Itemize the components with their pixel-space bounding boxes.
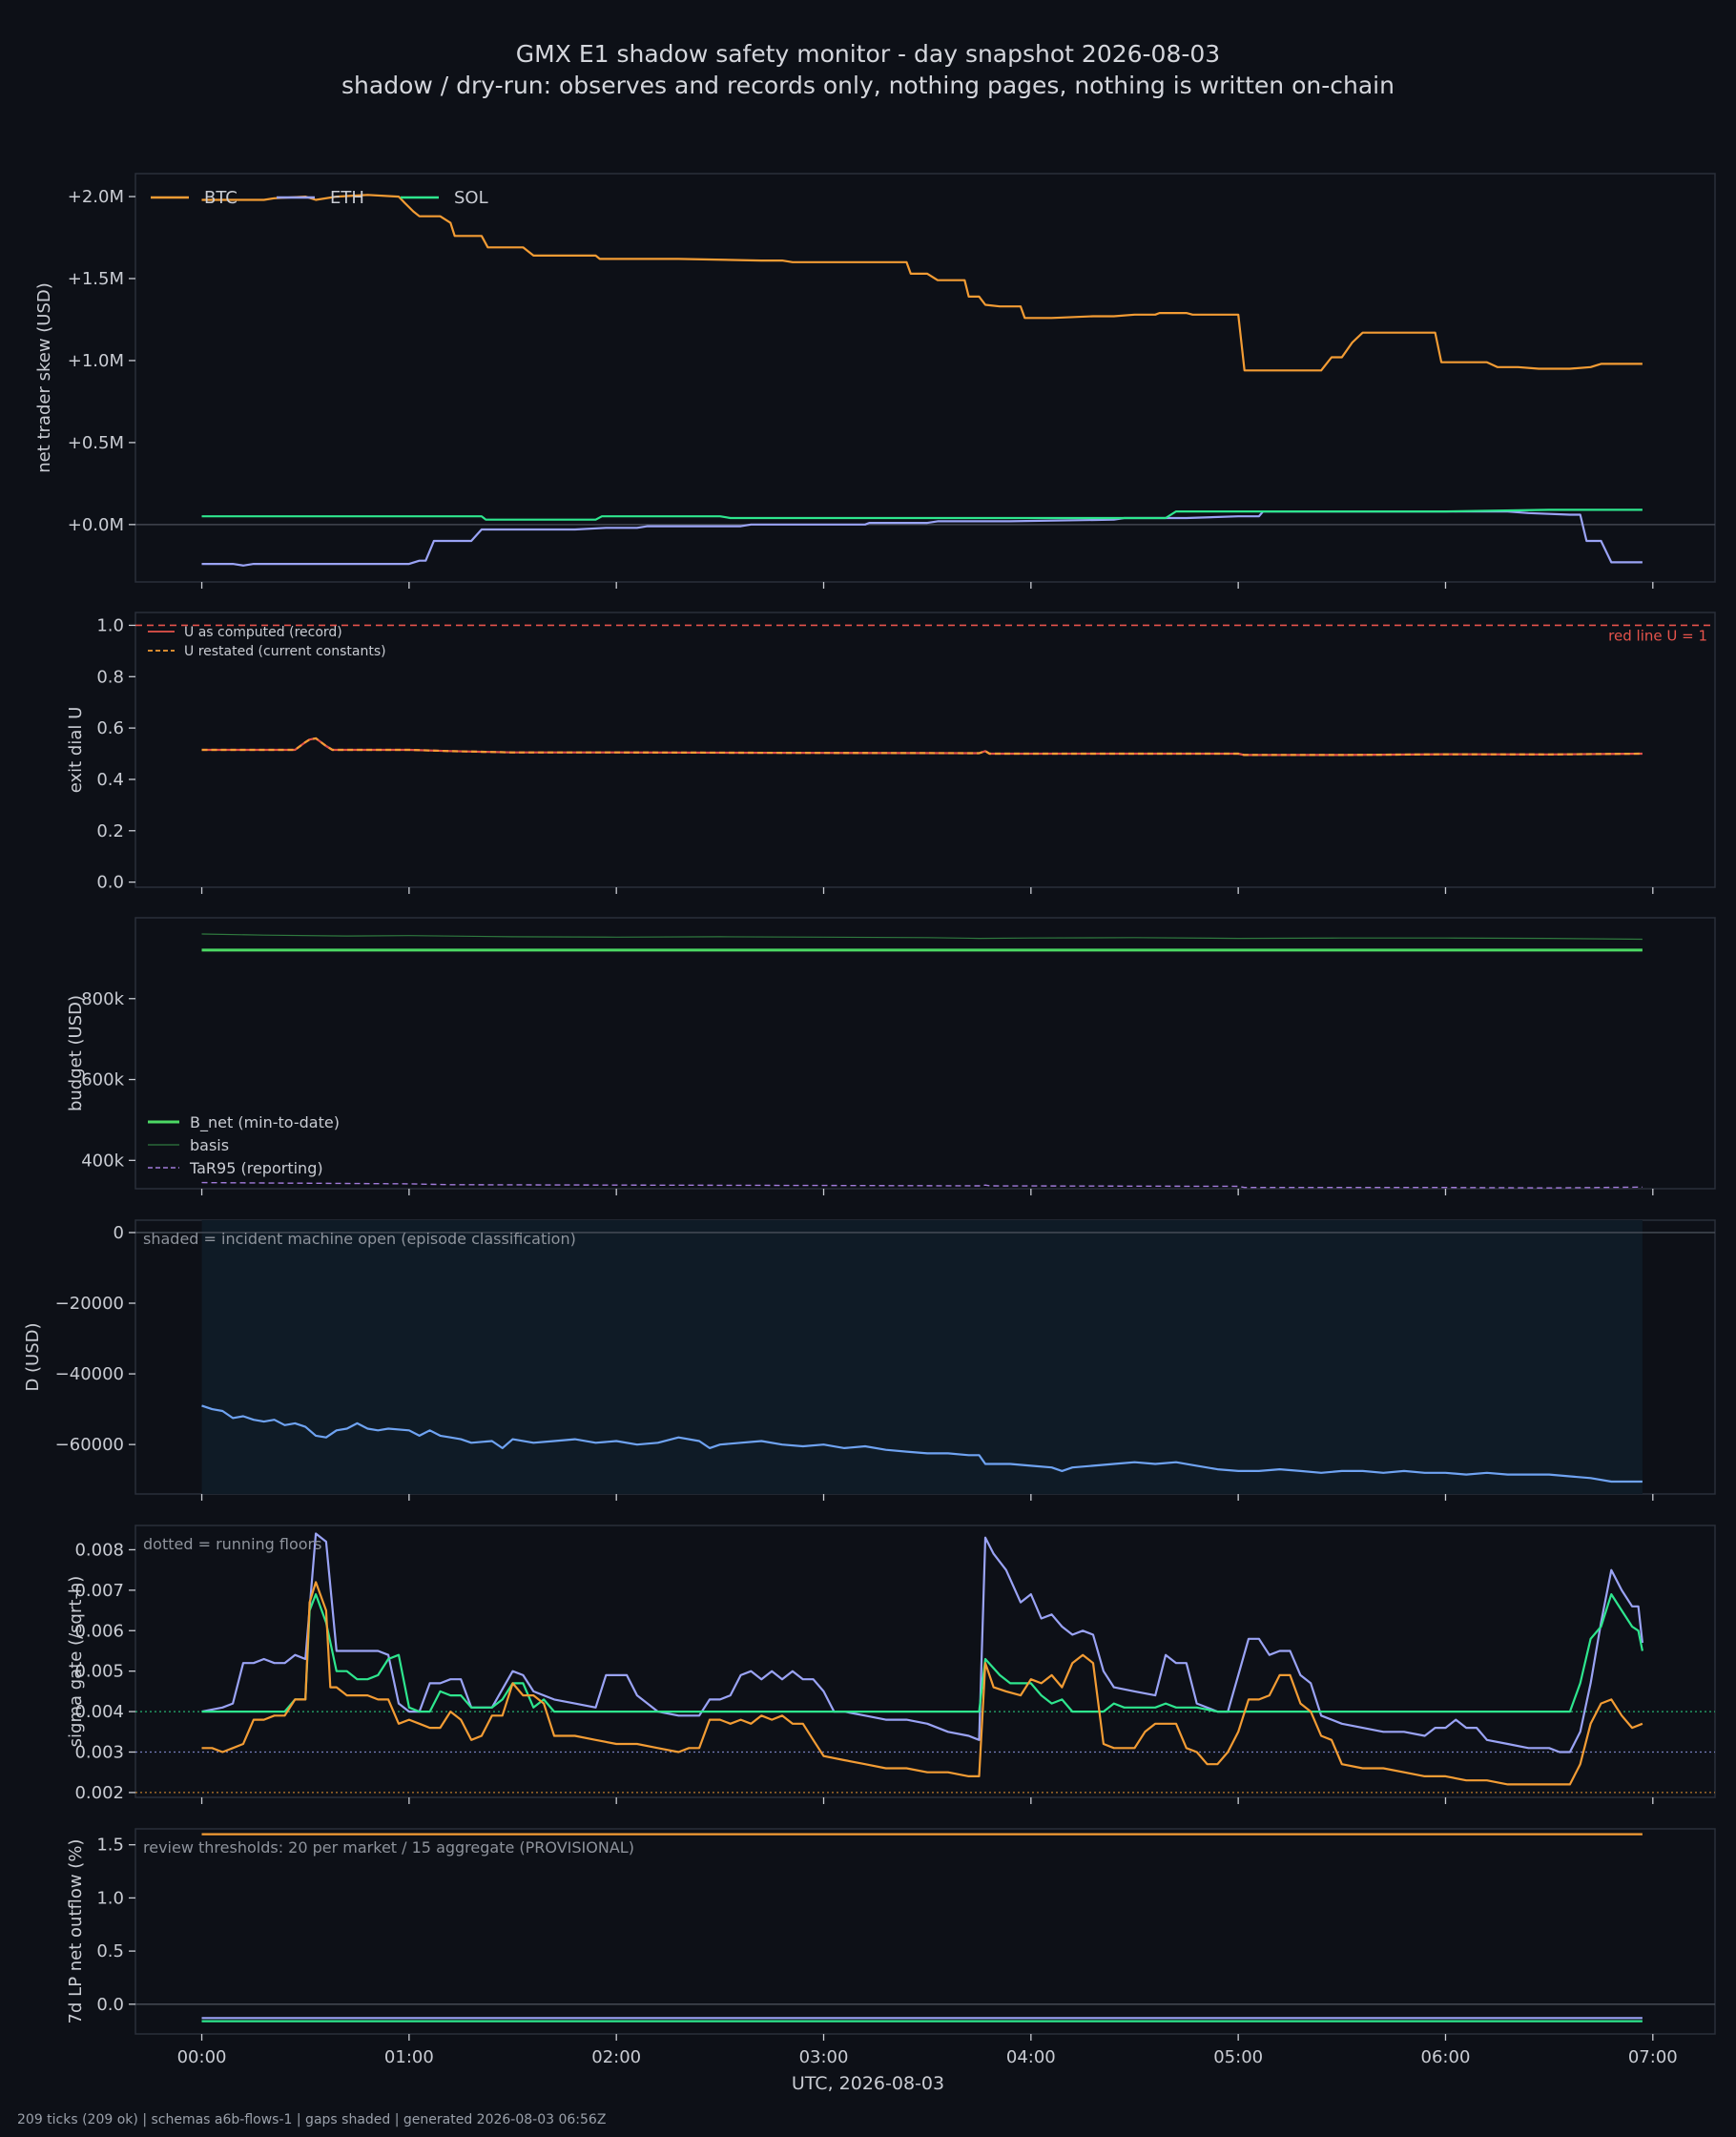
y-tick-label: 1.5 bbox=[96, 1836, 124, 1856]
y-tick-label: 0.005 bbox=[74, 1662, 124, 1682]
y-axis-label: 7d LP net outflow (%) bbox=[66, 1839, 86, 2024]
y-tick-label: +0.0M bbox=[68, 515, 124, 535]
y-axis-label: D (USD) bbox=[23, 1322, 43, 1391]
panel-sigma: 0.002 0.003 0.004 0.005 0.006 0.007 0.008 sigma… bbox=[66, 1525, 1716, 1804]
y-tick-label: 0.002 bbox=[74, 1783, 124, 1803]
y-tick-label: 0.2 bbox=[96, 821, 124, 841]
x-tick-label: 02:00 bbox=[591, 2047, 641, 2067]
legend-label: basis bbox=[190, 1136, 229, 1154]
x-tick-label: 07:00 bbox=[1628, 2047, 1678, 2067]
chart-title-line1: GMX E1 shadow safety monitor - day snaps… bbox=[515, 40, 1221, 68]
panel-frame bbox=[134, 917, 1716, 1190]
legend-label: TaR95 (reporting) bbox=[189, 1159, 323, 1177]
x-tick-label: 05:00 bbox=[1213, 2047, 1263, 2067]
plot-area bbox=[135, 1532, 1715, 1794]
panel-exit_dial: red line U = 1 0.0 0.2 0.4 0.6 0.8 1.0 exit dia… bbox=[66, 612, 1716, 894]
legend-label: ETH bbox=[330, 188, 364, 208]
y-axis-label: budget (USD) bbox=[66, 995, 86, 1111]
series-line-u-restated-current-constants- bbox=[201, 737, 1643, 757]
y-tick-label: +2.0M bbox=[68, 187, 124, 207]
series-line-tar95-reporting- bbox=[201, 1181, 1643, 1189]
y-tick-label: 1.0 bbox=[96, 615, 124, 635]
panel-frame bbox=[134, 173, 1716, 583]
plot-area bbox=[135, 1220, 1715, 1494]
y-tick-label: 0.006 bbox=[74, 1621, 124, 1641]
red-line-label: red line U = 1 bbox=[1608, 627, 1707, 644]
x-tick-label: 06:00 bbox=[1421, 2047, 1471, 2067]
plot-area bbox=[135, 624, 1715, 757]
y-tick-label: 0 bbox=[114, 1223, 124, 1243]
x-tick-label: 00:00 bbox=[177, 2047, 227, 2067]
series-line-btc bbox=[201, 194, 1643, 372]
series-line-sol bbox=[201, 1592, 1643, 1713]
panel-drawdown: −60000 −40000 −20000 0 D (USD) shaded = incid… bbox=[23, 1219, 1716, 1501]
y-tick-label: 800k bbox=[81, 989, 124, 1009]
y-tick-label: 0.003 bbox=[74, 1743, 124, 1763]
x-axis-label: UTC, 2026-08-03 bbox=[792, 2073, 944, 2094]
panel-note: shaded = incident machine open (episode … bbox=[143, 1230, 576, 1248]
y-tick-label: 0.008 bbox=[74, 1540, 124, 1560]
panel-lp_outflow: 0.0 0.5 1.0 1.5 00:00 01:00 02:00 03:00 04:00 05:… bbox=[66, 1828, 1716, 2067]
legend-label: BTC bbox=[204, 188, 238, 208]
series-line-sol bbox=[201, 508, 1643, 521]
plot-area bbox=[135, 1833, 1715, 2023]
y-tick-label: 0.6 bbox=[96, 718, 124, 738]
plot-area bbox=[201, 933, 1643, 1189]
panel-note: dotted = running floors bbox=[143, 1535, 321, 1553]
y-tick-label: 0.0 bbox=[96, 1995, 124, 2015]
legend-label: U restated (current constants) bbox=[184, 644, 386, 659]
y-tick-label: 600k bbox=[81, 1070, 124, 1090]
series-line-d bbox=[201, 1404, 1643, 1483]
y-tick-label: 0.0 bbox=[96, 873, 124, 893]
x-tick-label: 04:00 bbox=[1006, 2047, 1056, 2067]
panel-skew: +0.0M +0.5M +1.0M +1.5M +2.0M net trader skew… bbox=[34, 173, 1716, 589]
footer-status: 209 ticks (209 ok) | schemas a6b-flows-1… bbox=[17, 2112, 607, 2127]
y-tick-label: 0.004 bbox=[74, 1702, 124, 1722]
x-tick-label: 03:00 bbox=[799, 2047, 849, 2067]
chart-subtitle: shadow / dry-run: observes and records o… bbox=[341, 72, 1395, 99]
y-axis-label: net trader skew (USD) bbox=[34, 282, 54, 473]
incident-shade bbox=[201, 1220, 1643, 1494]
series-line-btc bbox=[201, 1581, 1643, 1786]
y-tick-label: 0.8 bbox=[96, 667, 124, 687]
series-line-basis bbox=[201, 933, 1643, 941]
y-tick-label: 400k bbox=[81, 1151, 124, 1171]
y-tick-label: −20000 bbox=[55, 1294, 124, 1314]
y-tick-label: 0.5 bbox=[96, 1941, 124, 1961]
y-tick-label: 0.007 bbox=[74, 1581, 124, 1601]
y-tick-label: +0.5M bbox=[68, 433, 124, 453]
panel-frame bbox=[134, 1828, 1716, 2035]
y-tick-label: +1.0M bbox=[68, 351, 124, 371]
y-tick-label: 0.4 bbox=[96, 770, 124, 790]
chart-title: GMX E1 shadow safety monitor - day snaps… bbox=[0, 38, 1736, 101]
y-tick-label: −60000 bbox=[55, 1435, 124, 1455]
panel-frame bbox=[134, 1525, 1716, 1798]
panel-note: review thresholds: 20 per market / 15 ag… bbox=[143, 1838, 634, 1857]
series-line-eth bbox=[201, 509, 1643, 567]
legend-label: SOL bbox=[454, 188, 488, 208]
y-tick-label: +1.5M bbox=[68, 269, 124, 289]
y-axis-label: sigma gate (/sqrt-h) bbox=[66, 1576, 86, 1748]
y-axis-label: exit dial U bbox=[66, 707, 86, 794]
legend-label: U as computed (record) bbox=[184, 625, 342, 640]
y-tick-label: 1.0 bbox=[96, 1888, 124, 1908]
plot-area bbox=[135, 194, 1715, 567]
x-tick-label: 01:00 bbox=[384, 2047, 434, 2067]
y-tick-label: −40000 bbox=[55, 1364, 124, 1384]
legend-label: B_net (min-to-date) bbox=[190, 1113, 340, 1132]
